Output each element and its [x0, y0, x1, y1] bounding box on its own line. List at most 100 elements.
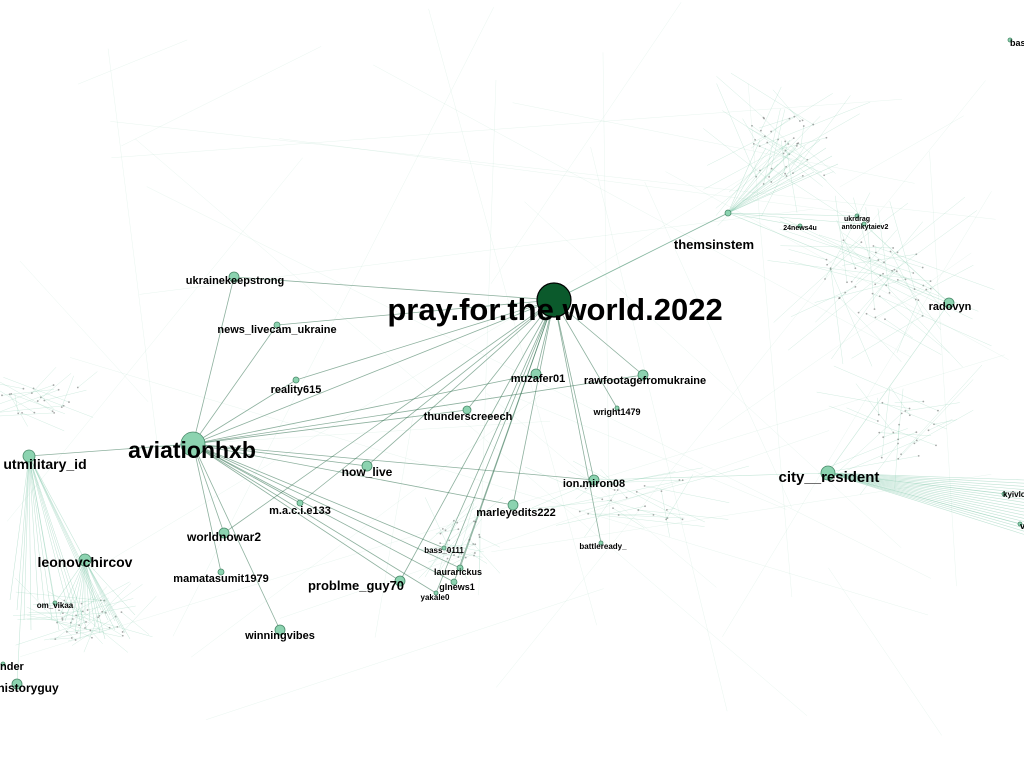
node-laurar[interactable] [456, 564, 464, 572]
node-nowlive[interactable] [361, 460, 373, 472]
fan-edge [84, 559, 121, 628]
node-reality[interactable] [292, 376, 300, 384]
background-edge [829, 431, 917, 468]
background-node [439, 532, 442, 535]
node-them[interactable] [724, 209, 732, 217]
background-edge [880, 275, 973, 320]
node-marley[interactable] [507, 499, 519, 511]
node-visegrad[interactable] [1017, 521, 1023, 527]
background-node [97, 616, 99, 619]
background-edge [11, 393, 66, 415]
background-node [802, 125, 805, 127]
background-node [30, 392, 33, 395]
background-node [860, 241, 863, 244]
background-node [823, 174, 826, 177]
background-node [795, 144, 798, 147]
node-pray[interactable] [536, 282, 572, 318]
node-label-history: historyguy [0, 681, 59, 695]
background-edge [0, 381, 53, 412]
background-node [824, 278, 826, 280]
node-yakale[interactable] [433, 590, 439, 596]
background-node [888, 291, 891, 294]
edge-pray-ukrstrong [233, 276, 555, 301]
background-edge [0, 405, 64, 413]
node-ukrdrag[interactable] [854, 213, 860, 219]
background-edge [818, 234, 923, 268]
node-mamata[interactable] [217, 568, 225, 576]
node-ukrstrong[interactable] [228, 271, 240, 283]
node-rawfoot[interactable] [637, 369, 649, 381]
background-edge [890, 386, 910, 416]
background-edge [62, 595, 78, 620]
background-edge [779, 220, 924, 286]
background-node [611, 483, 614, 486]
background-node [474, 520, 477, 523]
node-wright[interactable] [614, 405, 620, 411]
edge-aviation-bass [192, 443, 445, 549]
background-node [584, 487, 587, 490]
background-edge [21, 412, 65, 432]
background-edge [858, 261, 905, 313]
node-radov[interactable] [943, 297, 955, 309]
edge-aviation-rawfoot [192, 374, 644, 445]
node-worldno[interactable] [218, 527, 230, 539]
edge-pray-newslive [276, 299, 555, 326]
background-edge [898, 379, 974, 459]
node-nder[interactable] [0, 661, 6, 667]
background-node [681, 518, 684, 521]
node-news4u[interactable] [797, 223, 803, 229]
background-edge [67, 626, 118, 642]
node-utmil[interactable] [22, 449, 36, 463]
background-node [448, 549, 451, 552]
node-newslive[interactable] [273, 321, 281, 329]
background-node [617, 514, 620, 516]
background-edge [458, 552, 467, 579]
background-edge [829, 413, 902, 480]
background-edge [715, 150, 786, 209]
node-probl[interactable] [394, 575, 406, 587]
node-city[interactable] [820, 465, 836, 481]
node-leonov[interactable] [78, 553, 92, 567]
node-macie[interactable] [296, 499, 304, 507]
background-node [473, 552, 476, 554]
background-edge [511, 395, 787, 510]
node-thunder[interactable] [462, 405, 472, 415]
background-edge [453, 518, 482, 556]
background-edge [491, 474, 992, 553]
edge-radov-them [727, 212, 950, 304]
node-antonk[interactable] [861, 221, 867, 227]
node-omvika[interactable] [52, 600, 58, 606]
background-edge [121, 611, 150, 635]
city-bundle-edge [827, 472, 1024, 503]
node-bas[interactable] [1007, 37, 1013, 43]
node-aviation[interactable] [180, 431, 206, 457]
background-edge [816, 391, 910, 409]
background-edge [838, 196, 966, 299]
background-edge [33, 388, 55, 410]
background-edge [496, 80, 986, 688]
node-bass[interactable] [441, 545, 447, 551]
node-glnews[interactable] [450, 578, 458, 586]
node-kyivlove[interactable] [1001, 491, 1007, 497]
edge-pray-thunder [466, 299, 555, 411]
background-node [764, 135, 766, 138]
fan-edge [727, 147, 797, 214]
node-winning[interactable] [274, 624, 286, 636]
background-node [91, 636, 93, 639]
node-label-bas: bas [1010, 38, 1024, 48]
background-node [63, 599, 66, 602]
node-muzafer[interactable] [530, 368, 542, 380]
city-bundle-edge [827, 472, 1024, 519]
background-node [652, 513, 655, 516]
node-ionmiron[interactable] [588, 474, 600, 486]
node-battle[interactable] [598, 540, 604, 546]
background-node [473, 554, 475, 557]
background-edge [717, 252, 972, 431]
background-edge [872, 293, 992, 347]
background-edge [48, 591, 123, 636]
background-edge [900, 364, 983, 455]
node-history[interactable] [11, 678, 23, 690]
background-node [43, 399, 46, 402]
background-edge [884, 318, 913, 339]
background-edge [61, 375, 74, 408]
